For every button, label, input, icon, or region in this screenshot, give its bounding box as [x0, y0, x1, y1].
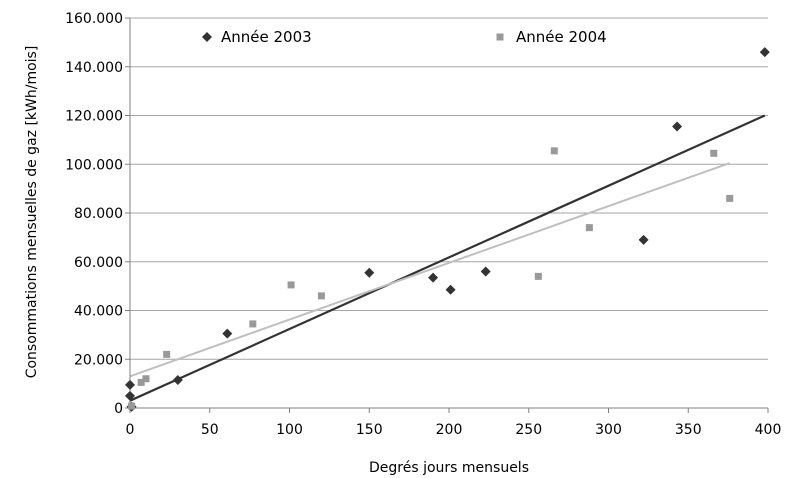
data-point-diamond: [445, 284, 456, 295]
data-point-square: [128, 402, 136, 410]
y-tick-label: 60.000: [74, 255, 123, 271]
x-tick-label: 0: [126, 422, 135, 438]
trendline-diamond: [129, 114, 766, 402]
data-point-diamond: [364, 267, 375, 278]
data-points: [125, 47, 770, 412]
legend-marker-square: [496, 33, 504, 41]
x-tick-label: 250: [515, 422, 542, 438]
data-point-diamond: [638, 234, 649, 245]
x-tick-label: 200: [436, 422, 463, 438]
data-point-diamond: [172, 374, 183, 385]
y-tick-label: 40.000: [74, 304, 123, 320]
data-point-square: [550, 147, 558, 155]
x-tick-label: 300: [595, 422, 622, 438]
legend: Année 2003 Année 2004: [202, 28, 607, 46]
trendlines: [129, 114, 766, 402]
data-point-square: [585, 224, 593, 232]
y-tick-label: 20.000: [74, 352, 123, 368]
y-tick-label: 120.000: [65, 109, 123, 125]
x-axis-title: Degrés jours mensuels: [369, 460, 529, 476]
x-tick-label: 50: [201, 422, 219, 438]
legend-marker-diamond: [202, 32, 212, 42]
x-tick-label: 350: [675, 422, 702, 438]
data-point-diamond: [125, 390, 135, 401]
data-point-square: [710, 149, 718, 157]
y-tick-label: 80.000: [74, 206, 123, 222]
data-point-diamond: [759, 47, 770, 58]
data-point-diamond: [428, 272, 439, 283]
data-point-square: [137, 378, 145, 386]
data-point-diamond: [480, 266, 491, 277]
x-tick-label: 150: [356, 422, 383, 438]
data-point-square: [163, 350, 171, 358]
gridlines: [130, 17, 768, 360]
data-point-diamond: [125, 379, 135, 390]
trendline-square: [129, 162, 731, 378]
data-point-diamond: [672, 121, 683, 132]
data-point-square: [249, 320, 257, 328]
data-point-diamond: [222, 328, 233, 339]
data-point-square: [534, 272, 542, 280]
y-axis-title: Consommations mensuelles de gaz [kWh/moi…: [24, 46, 40, 379]
y-tick-label: 140.000: [65, 60, 123, 76]
data-point-square: [317, 292, 325, 300]
legend-label: Année 2004: [516, 28, 607, 46]
data-point-square: [287, 281, 295, 289]
x-tick-label: 400: [755, 422, 782, 438]
data-point-square: [142, 375, 150, 383]
x-tick-label: 100: [276, 422, 303, 438]
y-tick-label: 160.000: [65, 11, 123, 27]
y-tick-label: 0: [114, 401, 123, 417]
legend-label: Année 2003: [221, 28, 312, 46]
axes: 0 20.000 40.000 60.000 80.000 100.000 120.000 1…: [65, 11, 781, 438]
data-point-square: [726, 194, 734, 202]
y-tick-label: 100.000: [65, 157, 123, 173]
